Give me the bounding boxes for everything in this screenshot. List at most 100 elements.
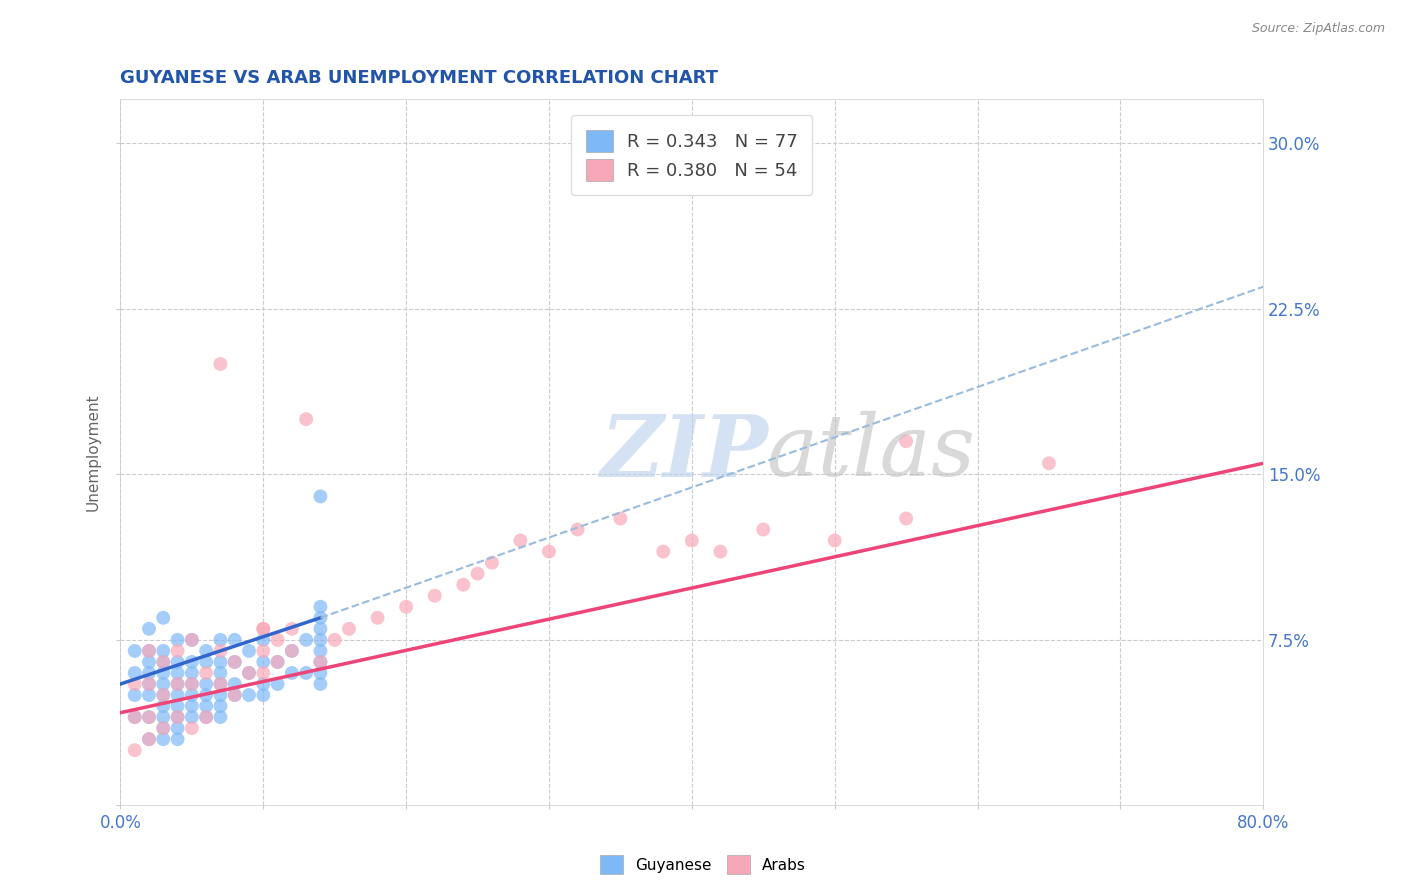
Point [281, 644, 304, 658]
Point [180, 721, 202, 735]
Point [166, 710, 188, 724]
Point [266, 677, 288, 691]
Point [152, 721, 174, 735]
Point [281, 644, 304, 658]
Point [209, 357, 232, 371]
Point [166, 632, 188, 647]
Point [309, 655, 332, 669]
Point [152, 732, 174, 747]
Point [180, 677, 202, 691]
Point [166, 644, 188, 658]
Point [295, 412, 318, 426]
Point [709, 544, 731, 558]
Legend: R = 0.343   N = 77, R = 0.380   N = 54: R = 0.343 N = 77, R = 0.380 N = 54 [571, 115, 813, 195]
Point [481, 556, 503, 570]
Point [166, 665, 188, 680]
Point [252, 622, 274, 636]
Point [152, 688, 174, 702]
Point [138, 677, 160, 691]
Point [166, 732, 188, 747]
Point [252, 622, 274, 636]
Point [309, 632, 332, 647]
Point [152, 611, 174, 625]
Point [1038, 456, 1060, 470]
Point [138, 677, 160, 691]
Point [152, 721, 174, 735]
Point [224, 655, 246, 669]
Point [195, 710, 218, 724]
Point [295, 632, 318, 647]
Point [281, 622, 304, 636]
Point [152, 688, 174, 702]
Point [224, 688, 246, 702]
Point [138, 622, 160, 636]
Point [209, 644, 232, 658]
Point [209, 632, 232, 647]
Point [152, 677, 174, 691]
Point [209, 677, 232, 691]
Point [224, 655, 246, 669]
Point [195, 710, 218, 724]
Text: GUYANESE VS ARAB UNEMPLOYMENT CORRELATION CHART: GUYANESE VS ARAB UNEMPLOYMENT CORRELATIO… [121, 69, 718, 87]
Point [309, 655, 332, 669]
Point [509, 533, 531, 548]
Point [209, 710, 232, 724]
Point [652, 544, 675, 558]
Point [152, 665, 174, 680]
Point [567, 523, 589, 537]
Point [238, 688, 260, 702]
Point [224, 688, 246, 702]
Point [281, 665, 304, 680]
Point [195, 677, 218, 691]
Point [195, 699, 218, 714]
Point [124, 743, 146, 757]
Point [152, 655, 174, 669]
Point [166, 677, 188, 691]
Point [138, 710, 160, 724]
Point [309, 677, 332, 691]
Point [124, 665, 146, 680]
Point [209, 665, 232, 680]
Point [367, 611, 389, 625]
Point [337, 622, 360, 636]
Point [180, 632, 202, 647]
Point [209, 655, 232, 669]
Point [209, 688, 232, 702]
Point [124, 710, 146, 724]
Point [824, 533, 846, 548]
Point [423, 589, 446, 603]
Point [138, 688, 160, 702]
Point [266, 632, 288, 647]
Point [152, 655, 174, 669]
Point [124, 710, 146, 724]
Point [180, 699, 202, 714]
Point [138, 655, 160, 669]
Point [209, 699, 232, 714]
Point [166, 699, 188, 714]
Point [124, 644, 146, 658]
Point [152, 699, 174, 714]
Point [124, 677, 146, 691]
Legend: Guyanese, Arabs: Guyanese, Arabs [593, 849, 813, 880]
Point [138, 732, 160, 747]
Point [195, 644, 218, 658]
Point [124, 688, 146, 702]
Point [180, 655, 202, 669]
Point [467, 566, 489, 581]
Text: atlas: atlas [766, 411, 976, 493]
Point [252, 632, 274, 647]
Point [309, 622, 332, 636]
Point [309, 665, 332, 680]
Point [152, 710, 174, 724]
Point [252, 688, 274, 702]
Text: ZIP: ZIP [600, 410, 768, 494]
Point [309, 644, 332, 658]
Point [138, 644, 160, 658]
Y-axis label: Unemployment: Unemployment [86, 393, 100, 511]
Point [309, 611, 332, 625]
Point [166, 710, 188, 724]
Point [609, 511, 631, 525]
Point [309, 599, 332, 614]
Point [252, 655, 274, 669]
Point [894, 434, 917, 449]
